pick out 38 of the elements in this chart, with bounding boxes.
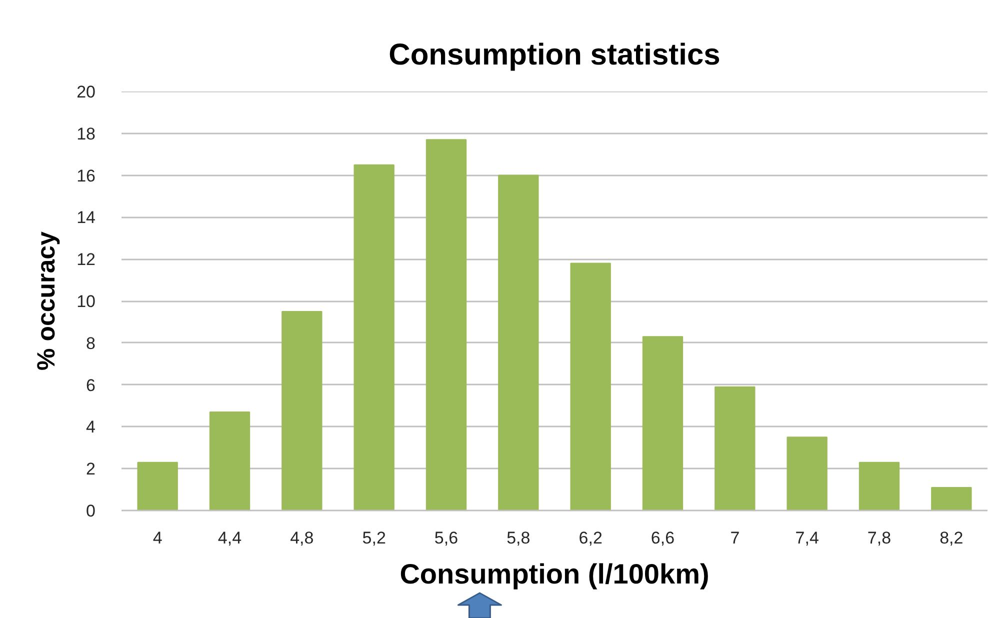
x-tick-label: 6,2 [578, 528, 602, 548]
x-tick-label: 7 [730, 528, 740, 548]
y-tick-label: 12 [76, 250, 96, 270]
y-tick-label: 16 [76, 166, 96, 186]
y-tick-label: 0 [86, 502, 96, 520]
bar [714, 386, 756, 510]
x-tick-label: 5,6 [434, 528, 458, 548]
x-tick-label: 8,2 [940, 528, 964, 548]
bar [498, 174, 539, 510]
bar [137, 462, 178, 510]
y-tick-label: 18 [76, 124, 96, 144]
bar [282, 310, 322, 510]
bar [858, 462, 900, 510]
bar [426, 139, 467, 510]
x-tick-label: 4 [152, 528, 162, 548]
x-tick-label: 7,4 [795, 528, 819, 548]
y-tick-label: 2 [86, 460, 96, 479]
bar [931, 486, 972, 510]
y-tick-label: 4 [86, 418, 96, 437]
x-tick-label: 5,8 [506, 528, 530, 548]
y-tick-label: 8 [86, 334, 96, 353]
y-tick-label: 14 [76, 208, 96, 228]
bar [786, 436, 828, 510]
y-tick-label: 20 [76, 82, 96, 102]
y-tick-label: 10 [76, 292, 96, 311]
bar [209, 412, 250, 510]
x-tick-label: 5,2 [362, 528, 386, 548]
chart-title: Consumption statistics [388, 38, 720, 72]
x-tick-label: 4,4 [218, 528, 242, 548]
bar [642, 336, 684, 510]
y-tick-label: 6 [86, 376, 96, 395]
x-axis-title: Consumption (l/100km) [400, 558, 710, 590]
y-axis-title: % occuracy [32, 231, 61, 370]
x-tick-label: 6,6 [650, 528, 675, 548]
x-tick-label: 7,8 [867, 528, 892, 548]
x-tick-label: 4,8 [290, 528, 314, 548]
bar [354, 164, 394, 510]
bar [570, 262, 611, 510]
